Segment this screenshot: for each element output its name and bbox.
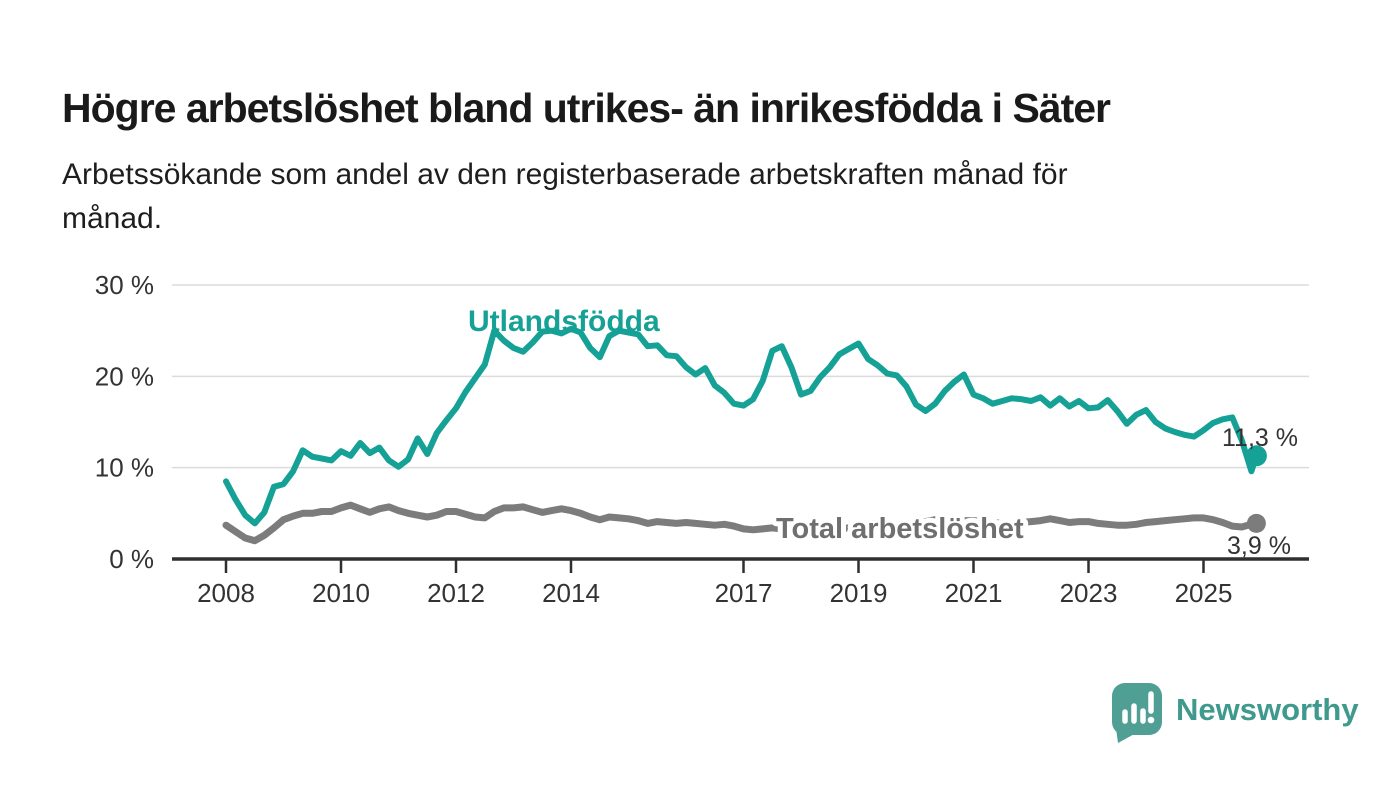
x-tick-label: 2012	[427, 578, 485, 608]
x-tick-label: 2025	[1175, 578, 1233, 608]
chart-plot: 0 % 10 % 20 % 30 % 2008 2010 2012 2014 2017 2019 2…	[95, 270, 1309, 608]
end-value-label-total: 3,9 %	[1227, 532, 1291, 560]
y-tick-label: 30 %	[95, 270, 154, 300]
subtitle-line-1: Arbetssökande som andel av den registerb…	[62, 158, 1068, 191]
subtitle-line-2: månad.	[62, 202, 163, 235]
newsworthy-logo: Newsworthy	[1110, 681, 1359, 745]
x-tick-label: 2017	[715, 578, 773, 608]
x-tick-label: 2023	[1060, 578, 1118, 608]
series-label-utlandsfodda: Utlandsfödda	[468, 305, 660, 338]
y-tick-label: 20 %	[95, 361, 154, 391]
newsworthy-logo-text: Newsworthy	[1176, 692, 1359, 727]
badge-bars-icon	[1122, 691, 1154, 724]
series-line	[223, 325, 1260, 527]
badge-exclamation-dot	[1147, 716, 1155, 724]
x-tick-label: 2010	[312, 578, 370, 608]
badge-tail	[1115, 721, 1138, 743]
end-value-label-utlandsfodda: 11,3 %	[1222, 424, 1298, 452]
y-tick-label: 0 %	[109, 544, 154, 574]
page-subtitle: Arbetssökande som andel av den registerb…	[62, 153, 1312, 241]
page-title: Högre arbetslöshet bland utrikes- än inr…	[62, 85, 1111, 132]
x-tick-label: 2014	[542, 578, 600, 608]
series-label-total: Total arbetslöshet	[776, 513, 1024, 545]
x-tick-label: 2021	[945, 578, 1003, 608]
newsworthy-badge-icon	[1112, 683, 1162, 743]
series-end-dot	[1245, 445, 1267, 467]
series-line	[222, 501, 1260, 545]
y-tick-label: 10 %	[95, 453, 154, 483]
x-tick-label: 2019	[830, 578, 888, 608]
x-tick-label: 2008	[197, 578, 255, 608]
series-end-dot	[1246, 513, 1266, 533]
